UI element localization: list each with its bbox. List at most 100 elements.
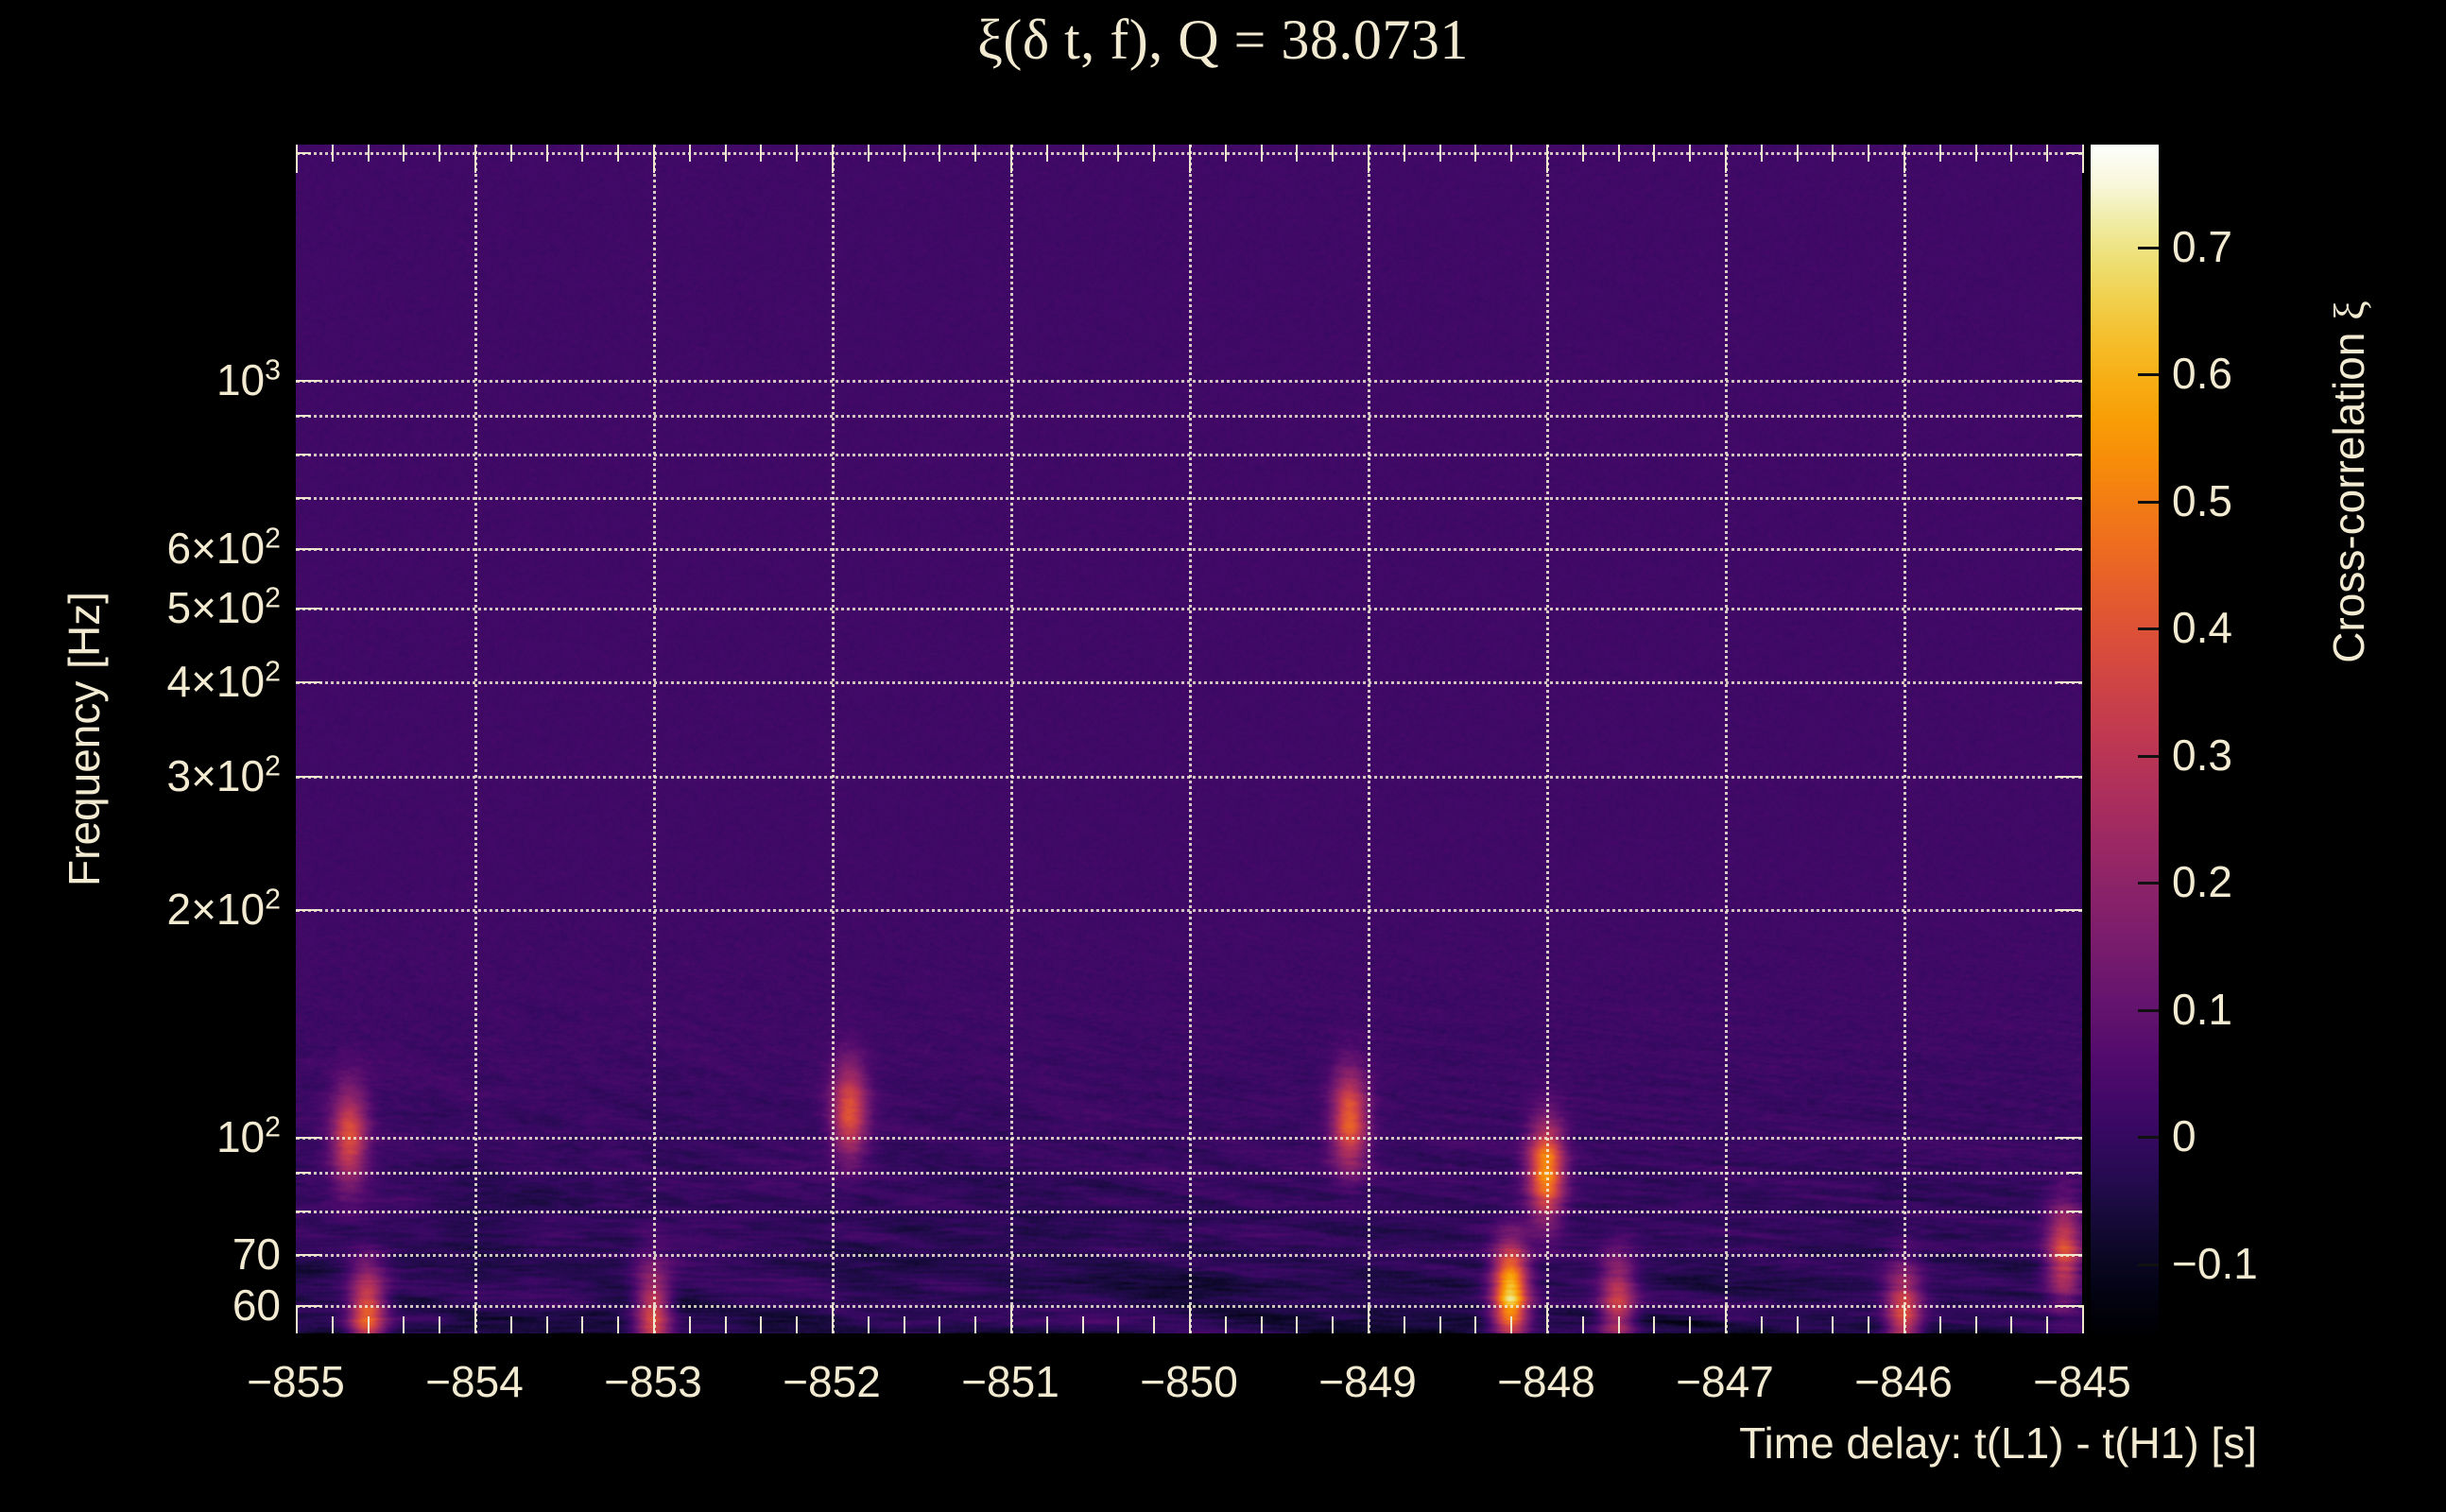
x-axis-minor-tick — [331, 145, 334, 162]
x-axis-minor-tick — [1224, 145, 1227, 162]
x-axis-minor-tick — [1760, 1316, 1763, 1333]
colorbar-tick — [2138, 754, 2159, 758]
x-axis-minor-tick — [581, 1316, 584, 1333]
y-tick-exponent: 2 — [265, 656, 281, 688]
x-axis-minor-tick — [796, 1316, 799, 1333]
colorbar-gradient — [2091, 145, 2159, 1333]
x-axis-title: Time delay: t(L1) - t(H1) [s] — [1739, 1418, 2257, 1468]
y-axis-tick — [296, 776, 322, 779]
y-tick-label: 60 — [232, 1280, 281, 1330]
x-axis-minor-tick — [724, 145, 727, 162]
x-axis-minor-tick — [1510, 1316, 1513, 1333]
x-axis-minor-tick — [1045, 1316, 1048, 1333]
x-axis-minor-tick — [439, 145, 441, 162]
x-axis-minor-tick — [1653, 145, 1656, 162]
x-axis-minor-tick — [1796, 1316, 1799, 1333]
x-axis-minor-tick — [1260, 1316, 1263, 1333]
x-axis-minor-tick — [1868, 1316, 1870, 1333]
x-axis-minor-tick — [1617, 1316, 1620, 1333]
x-axis-minor-tick — [509, 1316, 512, 1333]
x-axis-minor-tick — [1117, 145, 1120, 162]
y-axis-minor-tick — [296, 1210, 311, 1212]
y-tick-label: 2×102 — [166, 884, 281, 935]
y-axis-title: Frequency [Hz] — [60, 592, 109, 886]
x-axis-minor-tick — [688, 145, 691, 162]
x-axis-minor-tick — [439, 1316, 441, 1333]
x-axis-tick — [1010, 1305, 1012, 1333]
x-axis-tick — [1010, 145, 1012, 173]
y-axis-tick — [296, 608, 322, 610]
colorbar-tick-label: 0.3 — [2172, 730, 2232, 780]
colorbar-tick-label: 0.5 — [2172, 475, 2232, 525]
y-axis-tick — [2056, 776, 2082, 779]
x-axis-tick — [2082, 145, 2084, 173]
colorbar-tick-label: 0.4 — [2172, 603, 2232, 653]
x-axis-tick — [653, 1305, 655, 1333]
y-tick-label: 103 — [216, 354, 281, 405]
x-axis-minor-tick — [1153, 145, 1156, 162]
x-axis-minor-tick — [1868, 145, 1870, 162]
x-tick-label: −845 — [2033, 1357, 2131, 1406]
x-axis-minor-tick — [1974, 1316, 1977, 1333]
y-axis-minor-tick — [2067, 453, 2082, 455]
x-axis-minor-tick — [2046, 1316, 2049, 1333]
x-axis-tick — [1189, 145, 1191, 173]
y-axis-minor-tick — [2067, 497, 2082, 500]
y-tick-mantissa: 6×10 — [166, 523, 266, 573]
x-axis-minor-tick — [1403, 145, 1405, 162]
x-axis-minor-tick — [2010, 1316, 2013, 1333]
y-axis-tick — [296, 547, 322, 550]
x-tick-label: −852 — [783, 1357, 881, 1406]
x-axis-minor-tick — [1117, 1316, 1120, 1333]
colorbar — [2091, 145, 2159, 1333]
x-tick-label: −847 — [1676, 1357, 1774, 1406]
y-tick-label: 70 — [232, 1229, 281, 1280]
x-axis-minor-tick — [796, 145, 799, 162]
x-axis-minor-tick — [1832, 1316, 1834, 1333]
x-axis-minor-tick — [1653, 1316, 1656, 1333]
x-axis-minor-tick — [1796, 145, 1799, 162]
x-tick-label: −854 — [425, 1357, 524, 1406]
colorbar-tick — [2138, 882, 2159, 885]
x-axis-minor-tick — [939, 145, 941, 162]
y-axis-tick — [2056, 1137, 2082, 1140]
y-axis-minor-tick — [296, 497, 311, 500]
x-axis-tick — [474, 1305, 476, 1333]
x-axis-minor-tick — [509, 145, 512, 162]
y-tick-label: 4×102 — [166, 656, 281, 707]
x-axis-minor-tick — [545, 1316, 548, 1333]
title-text: ξ(δ t, f), Q = 38.0731 — [977, 9, 1469, 71]
x-axis-minor-tick — [760, 1316, 763, 1333]
colorbar-title: Cross-correlation ξ — [2320, 104, 2377, 860]
x-axis-minor-tick — [367, 1316, 370, 1333]
x-axis-minor-tick — [1153, 1316, 1156, 1333]
y-tick-label: 6×102 — [166, 523, 281, 574]
x-axis-minor-tick — [1689, 1316, 1692, 1333]
x-axis-minor-tick — [903, 1316, 905, 1333]
x-tick-label: −850 — [1140, 1357, 1238, 1406]
x-axis-tick — [1903, 1305, 1905, 1333]
x-axis-minor-tick — [903, 145, 905, 162]
y-axis-minor-tick — [296, 453, 311, 455]
page-title: ξ(δ t, f), Q = 38.0731 — [0, 8, 2446, 73]
y-axis-tick — [296, 909, 322, 912]
y-tick-mantissa: 3×10 — [166, 751, 266, 801]
x-axis-minor-tick — [724, 1316, 727, 1333]
x-axis-minor-tick — [974, 1316, 977, 1333]
y-axis-minor-tick — [296, 1171, 311, 1174]
x-axis-minor-tick — [581, 145, 584, 162]
x-axis-tick — [832, 145, 834, 173]
x-axis-tick — [474, 145, 476, 173]
x-axis-minor-tick — [867, 1316, 870, 1333]
x-axis-minor-tick — [403, 1316, 405, 1333]
x-axis-tick — [1546, 1305, 1548, 1333]
y-axis-tick — [296, 380, 322, 383]
x-axis-tick — [1546, 145, 1548, 173]
x-axis-minor-tick — [617, 145, 620, 162]
y-axis-tick — [296, 1304, 322, 1307]
colorbar-tick — [2138, 1136, 2159, 1140]
x-tick-label: −851 — [961, 1357, 1059, 1406]
y-tick-mantissa: 4×10 — [166, 656, 266, 706]
x-tick-label: −855 — [247, 1357, 345, 1406]
